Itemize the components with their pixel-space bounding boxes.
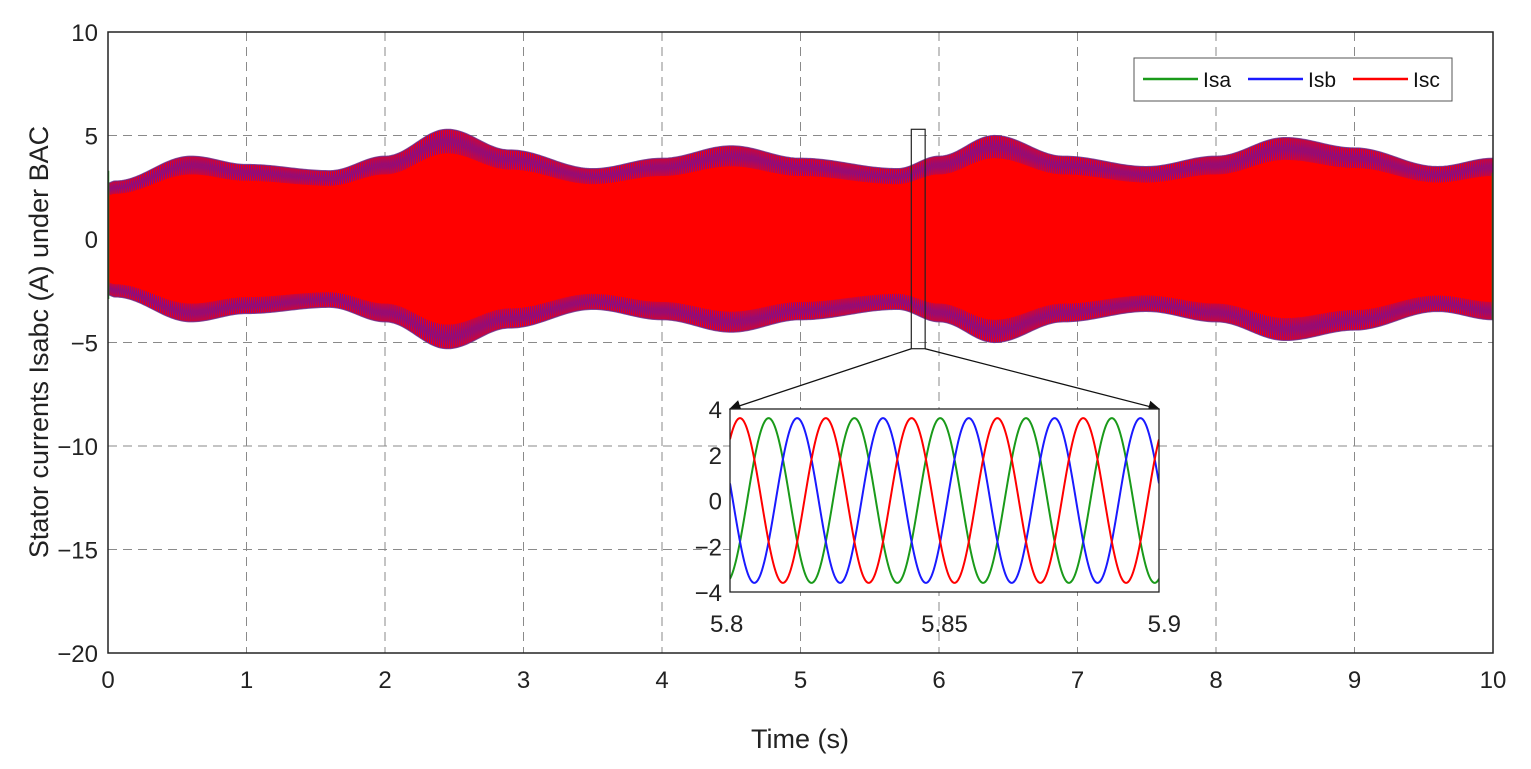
- y-tick-label: −10: [57, 434, 98, 461]
- inset-y-tick-label: −2: [695, 534, 722, 561]
- inset-y-tick-label: 0: [709, 489, 722, 516]
- x-tick-label: 0: [101, 667, 114, 694]
- inset-series-isc: [730, 417, 1159, 584]
- x-tick-label: 4: [655, 667, 668, 694]
- y-tick-label: 5: [85, 124, 98, 151]
- inset-x-tick-label: 5.85: [921, 611, 968, 638]
- main-current-envelope: [108, 128, 1493, 350]
- zoom-window-rect: [910, 128, 926, 350]
- inset-y-tick-label: 2: [709, 443, 722, 470]
- inset-series: [730, 417, 1159, 584]
- main-plot-frame: [107, 31, 1494, 654]
- x-tick-label: 1: [240, 667, 253, 694]
- y-tick-label: −20: [57, 641, 98, 668]
- series-band-isc: [108, 129, 1493, 349]
- y-tick-label: −5: [71, 331, 98, 358]
- legend-label-isa: Isa: [1203, 69, 1231, 92]
- inset-frame: [729, 408, 1160, 593]
- x-tick-label: 10: [1480, 667, 1507, 694]
- inset-y-tick-labels: 4 2 0 −2 −4: [695, 397, 722, 607]
- inset-series-isa: [730, 417, 1159, 584]
- inset-y-tick-label: −4: [695, 580, 722, 607]
- series-band-outline: [108, 128, 1493, 350]
- y-tick-label: 0: [85, 227, 98, 254]
- inset-series-isb: [730, 417, 1159, 584]
- x-axis-label: Time (s): [751, 724, 849, 754]
- main-y-tick-labels: 10 5 0 −5 −10 −15 −20: [57, 20, 98, 668]
- x-tick-label: 2: [378, 667, 391, 694]
- inset-plot: 5.8 5.85 5.9 4 2 0 −2 −4: [695, 397, 1181, 638]
- main-x-tick-labels: 0 1 2 3 4 5 6 7 8 9 10: [101, 667, 1506, 694]
- legend-label-isc: Isc: [1413, 69, 1440, 92]
- zoom-indicator: [728, 128, 1161, 413]
- x-tick-label: 7: [1071, 667, 1084, 694]
- y-tick-label: 10: [71, 20, 98, 47]
- x-tick-label: 3: [517, 667, 530, 694]
- zoom-arrow-left: [728, 348, 912, 412]
- inset-x-tick-labels: 5.8 5.85 5.9: [710, 611, 1181, 638]
- y-tick-label: −15: [57, 538, 98, 565]
- zoom-arrow-right: [924, 348, 1161, 413]
- legend-label-isb: Isb: [1308, 69, 1336, 92]
- legend: Isa Isb Isc: [1133, 57, 1453, 102]
- y-axis-label: Stator currents Isabc (A) under BAC: [24, 126, 54, 558]
- x-tick-label: 9: [1348, 667, 1361, 694]
- x-tick-label: 8: [1209, 667, 1222, 694]
- inset-y-tick-label: 4: [709, 397, 722, 424]
- x-tick-label: 6: [932, 667, 945, 694]
- inset-x-tick-label: 5.9: [1148, 611, 1181, 638]
- inset-x-tick-label: 5.8: [710, 611, 743, 638]
- x-tick-label: 5: [794, 667, 807, 694]
